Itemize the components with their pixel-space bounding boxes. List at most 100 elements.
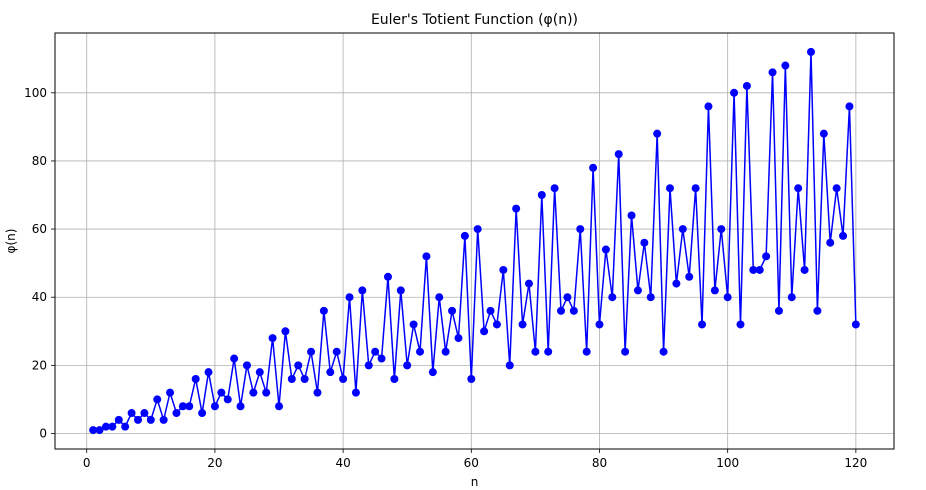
data-point bbox=[640, 238, 649, 247]
data-point bbox=[524, 279, 533, 288]
data-point bbox=[281, 327, 290, 336]
data-point bbox=[807, 47, 815, 56]
data-point bbox=[383, 272, 392, 281]
data-point bbox=[294, 361, 303, 370]
x-tick-label: 80 bbox=[592, 456, 607, 470]
data-point bbox=[409, 320, 418, 329]
data-point bbox=[396, 286, 405, 295]
data-point bbox=[595, 320, 604, 329]
y-tick-label: 60 bbox=[32, 222, 47, 236]
data-point bbox=[89, 426, 98, 435]
data-point bbox=[319, 306, 328, 315]
y-axis: 0 20 40 60 80 100 bbox=[24, 86, 55, 440]
data-point bbox=[672, 279, 681, 288]
data-point bbox=[377, 354, 386, 363]
data-point bbox=[691, 184, 700, 193]
data-point bbox=[608, 293, 617, 302]
y-tick-label: 20 bbox=[32, 358, 47, 372]
data-point bbox=[364, 361, 373, 370]
data-point bbox=[505, 361, 514, 370]
data-point bbox=[390, 374, 399, 383]
x-axis-title: n bbox=[471, 475, 479, 489]
data-point bbox=[153, 395, 162, 404]
data-point bbox=[781, 61, 790, 70]
x-tick-label: 0 bbox=[83, 456, 91, 470]
data-point bbox=[428, 368, 437, 377]
data-point bbox=[704, 102, 713, 111]
data-point bbox=[460, 231, 469, 240]
data-point bbox=[826, 238, 835, 247]
data-point bbox=[275, 402, 284, 411]
data-point bbox=[839, 231, 848, 240]
y-tick-label: 0 bbox=[39, 426, 47, 440]
data-point bbox=[326, 368, 335, 377]
y-tick-label: 80 bbox=[32, 154, 47, 168]
data-point bbox=[185, 402, 194, 411]
data-point bbox=[589, 163, 598, 172]
data-point bbox=[230, 354, 239, 363]
x-tick-label: 20 bbox=[207, 456, 222, 470]
data-point bbox=[371, 347, 380, 356]
data-point bbox=[255, 368, 264, 377]
data-point bbox=[755, 265, 764, 274]
x-tick-label: 100 bbox=[716, 456, 739, 470]
data-point bbox=[166, 388, 175, 397]
data-point bbox=[108, 422, 117, 431]
data-point bbox=[114, 415, 123, 424]
data-point bbox=[659, 347, 668, 356]
chart-title: Euler's Totient Function (φ(n)) bbox=[371, 12, 578, 28]
data-point bbox=[832, 184, 841, 193]
data-point bbox=[191, 374, 200, 383]
data-point bbox=[557, 306, 566, 315]
data-point bbox=[768, 68, 777, 77]
data-point bbox=[249, 388, 258, 397]
y-tick-label: 100 bbox=[24, 86, 47, 100]
data-point bbox=[480, 327, 489, 336]
data-point bbox=[486, 306, 495, 315]
data-point bbox=[339, 374, 348, 383]
data-point bbox=[678, 225, 687, 234]
data-point bbox=[134, 415, 142, 424]
data-point bbox=[544, 347, 553, 356]
data-point bbox=[614, 150, 623, 159]
data-point bbox=[345, 293, 354, 302]
data-point bbox=[101, 422, 110, 431]
x-tick-label: 40 bbox=[335, 456, 350, 470]
data-point bbox=[569, 306, 578, 315]
data-point bbox=[473, 225, 482, 234]
data-point bbox=[217, 388, 226, 397]
data-point bbox=[717, 225, 726, 234]
data-point bbox=[742, 81, 751, 90]
data-point bbox=[95, 426, 104, 435]
data-point bbox=[730, 88, 739, 97]
data-point bbox=[307, 347, 316, 356]
data-point bbox=[774, 306, 783, 315]
data-point bbox=[621, 347, 630, 356]
data-point bbox=[787, 293, 796, 302]
data-point bbox=[204, 368, 213, 377]
data-point bbox=[537, 191, 546, 199]
data-point bbox=[563, 293, 572, 302]
data-point bbox=[749, 265, 758, 274]
data-point bbox=[710, 286, 719, 295]
x-axis: 0 20 40 60 80 100 120 bbox=[83, 449, 867, 470]
data-point bbox=[178, 402, 187, 411]
data-point bbox=[800, 265, 809, 274]
data-point bbox=[627, 211, 636, 220]
data-point bbox=[723, 293, 732, 302]
data-point bbox=[492, 320, 501, 329]
data-point bbox=[582, 347, 591, 356]
data-point bbox=[845, 102, 854, 111]
data-point bbox=[127, 409, 136, 418]
data-point bbox=[236, 402, 245, 411]
data-point bbox=[262, 388, 271, 397]
data-point bbox=[813, 306, 822, 315]
y-tick-label: 40 bbox=[32, 290, 47, 304]
data-point bbox=[653, 129, 662, 138]
data-point bbox=[794, 184, 803, 193]
data-point bbox=[198, 409, 207, 418]
data-point bbox=[499, 265, 508, 274]
data-point bbox=[223, 395, 232, 404]
data-point bbox=[146, 415, 155, 424]
